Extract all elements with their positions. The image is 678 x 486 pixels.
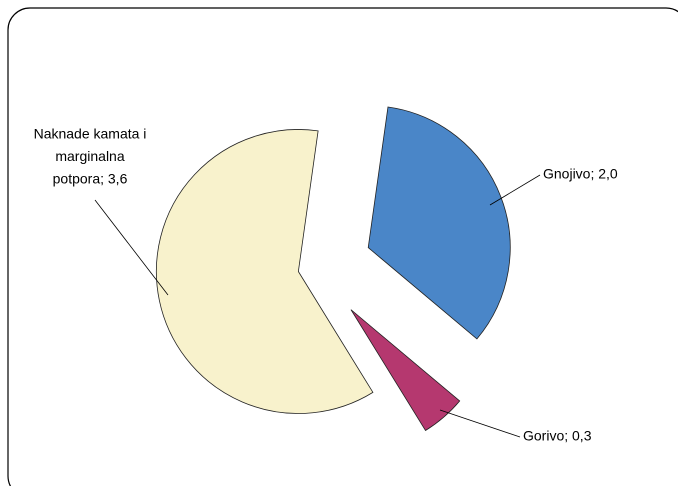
data-label: marginalna xyxy=(55,148,124,164)
chart-frame xyxy=(7,7,678,486)
pie-slice xyxy=(350,309,461,432)
pie-slice xyxy=(367,106,511,340)
leader-line xyxy=(489,174,541,206)
leader-line xyxy=(94,199,169,296)
leader-line xyxy=(439,409,521,438)
data-label: Gnojivo; 2,0 xyxy=(543,166,618,182)
pie-slice xyxy=(156,129,374,414)
data-label: Naknade kamata i xyxy=(34,126,147,142)
data-label: Gorivo; 0,3 xyxy=(523,428,592,444)
data-label: potpora; 3,6 xyxy=(53,171,128,187)
